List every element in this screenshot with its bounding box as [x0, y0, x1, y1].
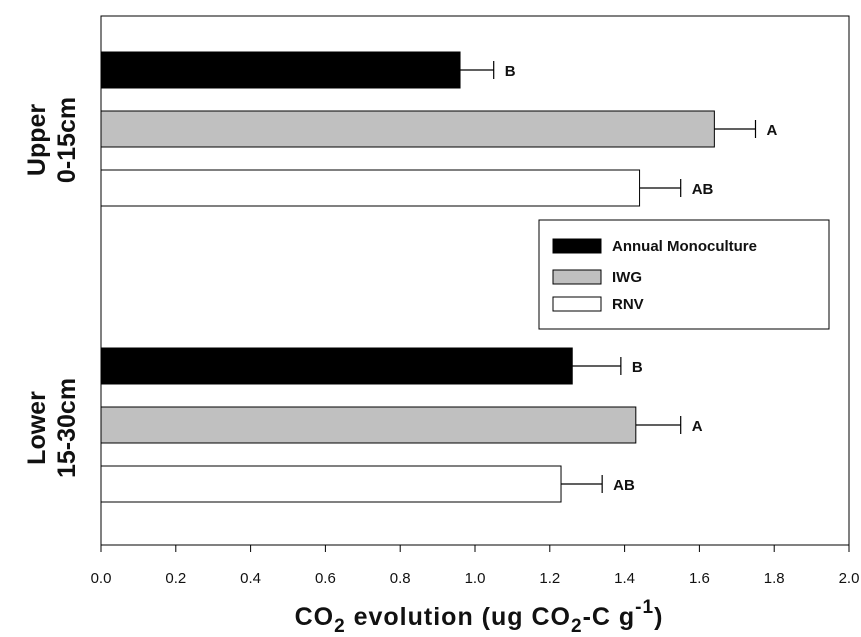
x-tick-label-9: 1.8	[764, 570, 785, 587]
bar-upper-rnv	[100, 169, 641, 207]
legend-swatch-iwg	[552, 269, 602, 285]
bar-lower-rnv-letter: AB	[613, 477, 635, 494]
bars-layer: B A AB B A AB	[100, 51, 778, 503]
legend-label-rnv: RNV	[612, 296, 644, 313]
legend-swatch-annual-monoculture	[552, 238, 602, 254]
x-axis-title-sub1: 2	[334, 616, 346, 637]
x-tick-label-7: 1.4	[614, 570, 635, 587]
bar-upper-annual-monoculture-letter: B	[505, 63, 516, 80]
bar-lower-rnv	[100, 465, 562, 503]
x-tick-label-8: 1.6	[689, 570, 710, 587]
bar-upper-annual-monoculture	[100, 51, 461, 89]
x-tick-label-0: 0.0	[91, 570, 112, 587]
x-axis-title-sub2: 2	[571, 616, 583, 637]
x-tick-label-5: 1.0	[465, 570, 486, 587]
x-tick-label-3: 0.6	[315, 570, 336, 587]
bar-upper-iwg	[100, 110, 715, 148]
group-label-upper-line2: 0-15cm	[53, 97, 81, 183]
group-label-upper: Upper 0-15cm	[23, 97, 81, 183]
x-axis-title-part3: -C g	[583, 603, 636, 631]
legend: Annual Monoculture IWG RNV	[538, 219, 830, 330]
x-tick-label-1: 0.2	[165, 570, 186, 587]
bar-upper-iwg-letter: A	[767, 122, 778, 139]
group-label-lower-line1: Lower	[23, 391, 51, 465]
bar-lower-iwg	[100, 406, 637, 444]
bar-upper-rnv-letter: AB	[692, 181, 714, 198]
x-tick-label-10: 2.0	[839, 570, 860, 587]
bar-lower-iwg-letter: A	[692, 418, 703, 435]
bar-lower-annual-monoculture-letter: B	[632, 359, 643, 376]
x-tick-label-6: 1.2	[539, 570, 560, 587]
x-axis-title-part4: )	[654, 603, 663, 631]
group-label-lower: Lower 15-30cm	[23, 378, 81, 478]
x-axis-title-part2: evolution (ug CO	[346, 603, 571, 631]
x-axis-title-part1: CO	[295, 603, 335, 631]
x-axis-title: CO2 evolution (ug CO2-C g-1)	[295, 597, 664, 637]
legend-label-annual-monoculture: Annual Monoculture	[612, 238, 757, 255]
bar-lower-annual-monoculture	[100, 347, 573, 385]
group-label-upper-line1: Upper	[23, 104, 51, 177]
legend-label-iwg: IWG	[612, 269, 642, 286]
group-label-lower-line2: 15-30cm	[53, 378, 81, 478]
legend-swatch-rnv	[552, 296, 602, 312]
x-axis-title-sup: -1	[635, 597, 654, 618]
x-tick-label-4: 0.8	[390, 570, 411, 587]
x-axis: 0.0 0.2 0.4 0.6 0.8 1.0 1.2 1.4 1.6 1.8 2.0	[91, 545, 860, 587]
x-tick-label-2: 0.4	[240, 570, 261, 587]
